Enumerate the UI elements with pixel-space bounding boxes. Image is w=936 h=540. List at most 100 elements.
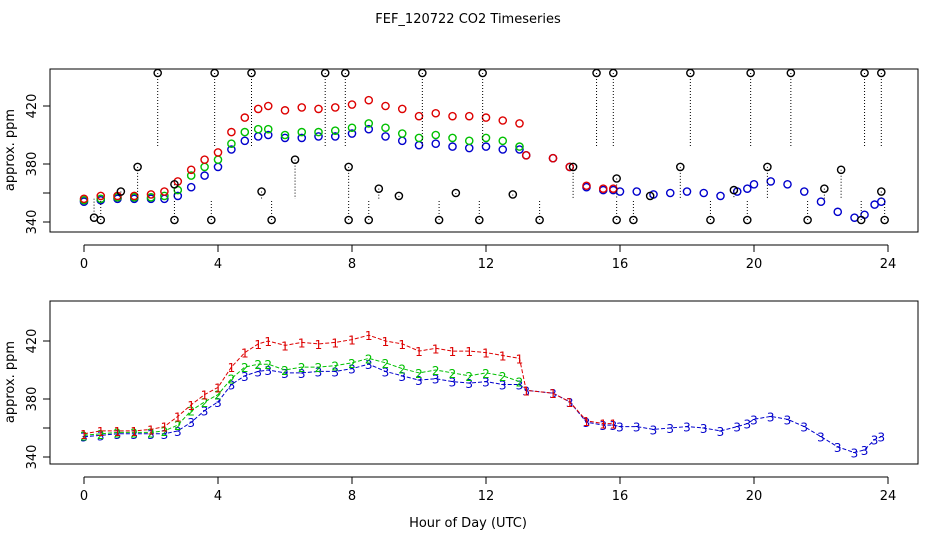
top-point-s2: [314, 127, 323, 137]
bottom-series-marker-3: 3: [97, 429, 105, 443]
bottom-x-tick-label: 16: [612, 489, 629, 504]
top-x-tick-label: 4: [214, 257, 222, 272]
bottom-series-marker-1: 1: [465, 345, 473, 359]
bottom-x-tick-label: 8: [348, 489, 356, 504]
top-point-s1: [582, 181, 591, 191]
top-outlier-point: [676, 162, 685, 172]
top-outlier-point: [374, 184, 384, 193]
top-point-s2: [347, 123, 357, 133]
top-point-s1: [481, 113, 491, 122]
chart-title: FEF_120722 CO2 Timeseries: [375, 12, 561, 27]
bottom-series-marker-2: 2: [80, 429, 88, 443]
top-point-s3: [448, 142, 457, 151]
bottom-series-marker-2: 2: [415, 367, 423, 381]
panel-top-ylabel: approx. ppm: [3, 109, 18, 191]
top-outlier-point: [877, 187, 886, 196]
top-point-s3: [877, 197, 886, 206]
bottom-series-marker-2: 2: [331, 360, 339, 374]
bottom-series-marker-1: 1: [114, 425, 122, 439]
x-axis-label: Hour of Day (UTC): [409, 516, 527, 531]
top-point-s3: [481, 142, 491, 151]
top-point-s1: [431, 108, 441, 118]
top-x-tick-label: 12: [478, 257, 495, 272]
top-point-s3: [743, 184, 752, 193]
bottom-series-marker-1: 1: [315, 338, 323, 352]
bottom-series-marker-3: 3: [566, 396, 574, 410]
top-outlier-point: [170, 179, 179, 189]
top-outlier-point: [592, 68, 601, 78]
bottom-series-marker-2: 2: [432, 364, 440, 378]
top-point-s3: [280, 133, 290, 143]
top-outlier-point: [803, 215, 812, 225]
bottom-series-marker-3: 3: [877, 431, 885, 445]
top-point-s2: [481, 133, 491, 143]
bottom-series-marker-3: 3: [750, 413, 758, 427]
top-outlier-point: [206, 215, 216, 225]
bottom-series-marker-1: 1: [264, 335, 272, 349]
bottom-series-marker-3: 3: [147, 428, 155, 442]
bottom-series-marker-3: 3: [700, 422, 708, 436]
bottom-series-marker-3: 3: [264, 364, 272, 378]
bottom-series-marker-2: 2: [516, 376, 524, 390]
bottom-series-marker-1: 1: [174, 410, 182, 424]
bottom-series-marker-2: 2: [499, 370, 507, 384]
bottom-series-marker-1: 1: [161, 421, 169, 435]
bottom-series-marker-3: 3: [241, 370, 249, 384]
top-outlier-point: [856, 215, 866, 225]
top-point-s1: [79, 194, 89, 204]
top-y-tick-label: 340: [25, 210, 40, 235]
top-outlier-point: [612, 215, 621, 225]
top-outlier-point: [340, 68, 350, 78]
bottom-series-marker-3: 3: [733, 421, 741, 435]
bottom-x-tick-label: 24: [880, 489, 897, 504]
bottom-series-marker-1: 1: [549, 387, 557, 401]
bottom-series-marker-1: 1: [449, 345, 457, 359]
top-point-s3: [297, 133, 307, 143]
top-point-s3: [381, 132, 390, 141]
top-outlier-point: [290, 155, 300, 164]
top-point-s1: [548, 153, 558, 163]
bottom-series-marker-2: 2: [97, 428, 105, 442]
top-point-s3: [783, 179, 792, 189]
bottom-series-marker-3: 3: [214, 396, 222, 410]
top-x-tick-label: 24: [880, 257, 897, 272]
bottom-x-tick-label: 12: [478, 489, 495, 504]
bottom-series-marker-2: 2: [482, 367, 490, 381]
bottom-series-marker-1: 1: [516, 352, 524, 366]
top-point-s3: [766, 177, 776, 186]
bottom-series-marker-2: 2: [114, 426, 122, 440]
bottom-x-tick-label: 20: [746, 489, 763, 504]
bottom-series-marker-2: 2: [382, 357, 390, 371]
top-outlier-point: [786, 68, 796, 78]
top-point-s1: [129, 191, 139, 201]
panel-top-frame: [49, 68, 919, 233]
top-point-s2: [330, 126, 340, 135]
bottom-series-marker-1: 1: [97, 425, 105, 439]
top-point-s2: [253, 124, 263, 134]
top-point-s2: [96, 194, 106, 204]
top-point-s3: [364, 124, 374, 134]
top-point-s3: [749, 179, 759, 189]
bottom-series-marker-1: 1: [499, 350, 507, 364]
bottom-series-marker-3: 3: [549, 387, 557, 401]
top-point-s3: [200, 171, 209, 180]
bottom-series-marker-3: 3: [650, 423, 658, 437]
bottom-series-marker-2: 2: [298, 361, 306, 375]
bottom-series-marker-2: 2: [201, 396, 209, 410]
bottom-series-marker-3: 3: [599, 419, 607, 433]
top-point-s1: [280, 106, 290, 115]
bottom-series-marker-3: 3: [861, 444, 869, 458]
top-outlier-point: [706, 215, 715, 225]
top-point-s3: [632, 187, 642, 196]
top-outlier-point: [877, 68, 886, 78]
top-point-s3: [816, 197, 826, 206]
top-x-tick-label: 0: [80, 257, 88, 272]
bottom-series-marker-3: 3: [767, 410, 775, 424]
top-point-s3: [397, 136, 407, 146]
bottom-series-marker-3: 3: [717, 425, 725, 439]
bottom-series-marker-3: 3: [683, 421, 691, 435]
bottom-series-marker-2: 2: [147, 426, 155, 440]
top-point-s3: [263, 130, 273, 140]
top-outlier-point: [508, 190, 518, 199]
bottom-x-tick-label: 4: [214, 489, 222, 504]
